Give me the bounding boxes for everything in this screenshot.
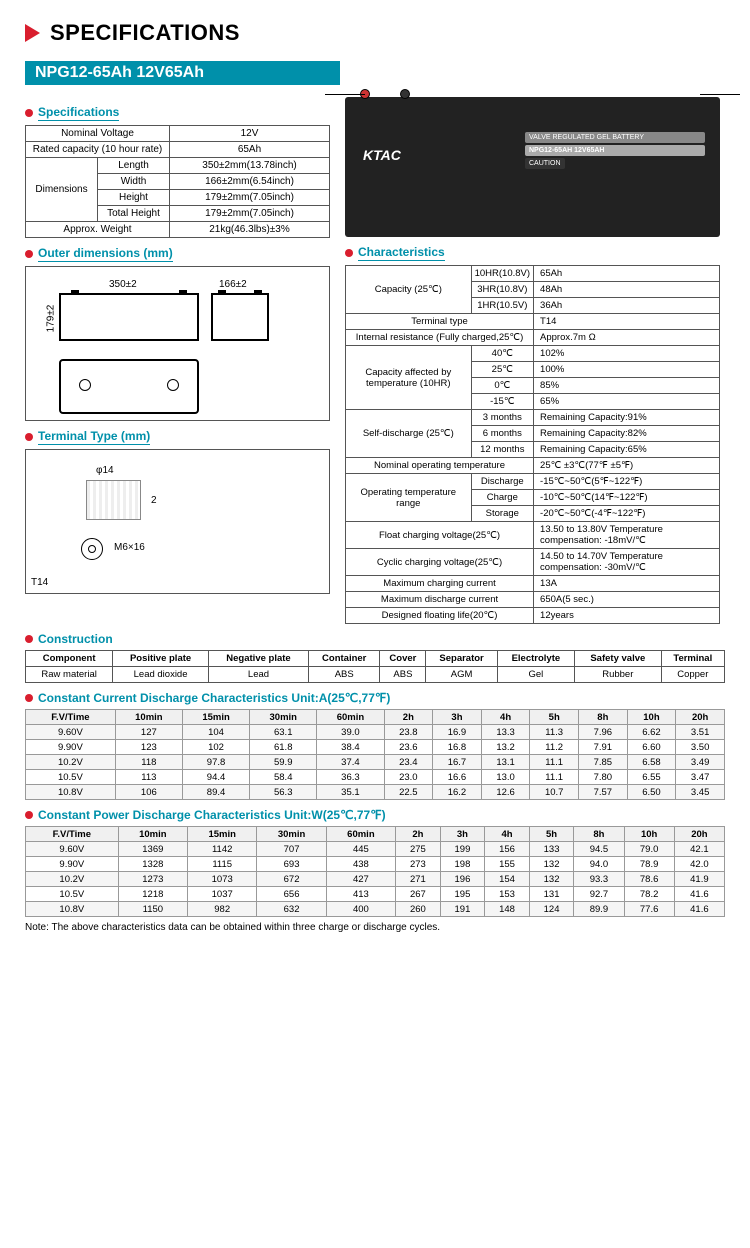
construction-table: ComponentPositive plateNegative plateCon…: [25, 650, 725, 683]
section-characteristics: Characteristics: [345, 245, 720, 261]
outer-dims-diagram: 350±2 179±2 166±2: [25, 266, 330, 421]
footnote: Note: The above characteristics data can…: [25, 922, 725, 933]
model-bar: NPG12-65Ah 12V65Ah: [25, 61, 340, 85]
section-cp-discharge: Constant Power Discharge Characteristics…: [25, 808, 725, 822]
spec-table: Nominal Voltage12VRated capacity (10 hou…: [25, 125, 330, 238]
cp-discharge-table: F.V/Time10min15min30min60min2h3h4h5h8h10…: [25, 826, 725, 917]
page-header: SPECIFICATIONS: [25, 20, 725, 46]
section-terminal-type: Terminal Type (mm): [25, 429, 330, 445]
page-title: SPECIFICATIONS: [50, 20, 240, 46]
cc-discharge-table: F.V/Time10min15min30min60min2h3h4h5h8h10…: [25, 709, 725, 800]
section-outer-dims: Outer dimensions (mm): [25, 246, 330, 262]
section-construction: Construction: [25, 632, 725, 646]
section-specifications: Specifications: [25, 105, 330, 121]
product-image: KTAC VALVE REGULATED GEL BATTERY NPG12-6…: [345, 97, 720, 237]
triangle-icon: [25, 24, 40, 42]
section-cc-discharge: Constant Current Discharge Characteristi…: [25, 691, 725, 705]
terminal-diagram: φ14 2 M6×16 T14: [25, 449, 330, 594]
characteristics-table: Capacity (25℃)10HR(10.8V)65Ah3HR(10.8V)4…: [345, 265, 720, 624]
